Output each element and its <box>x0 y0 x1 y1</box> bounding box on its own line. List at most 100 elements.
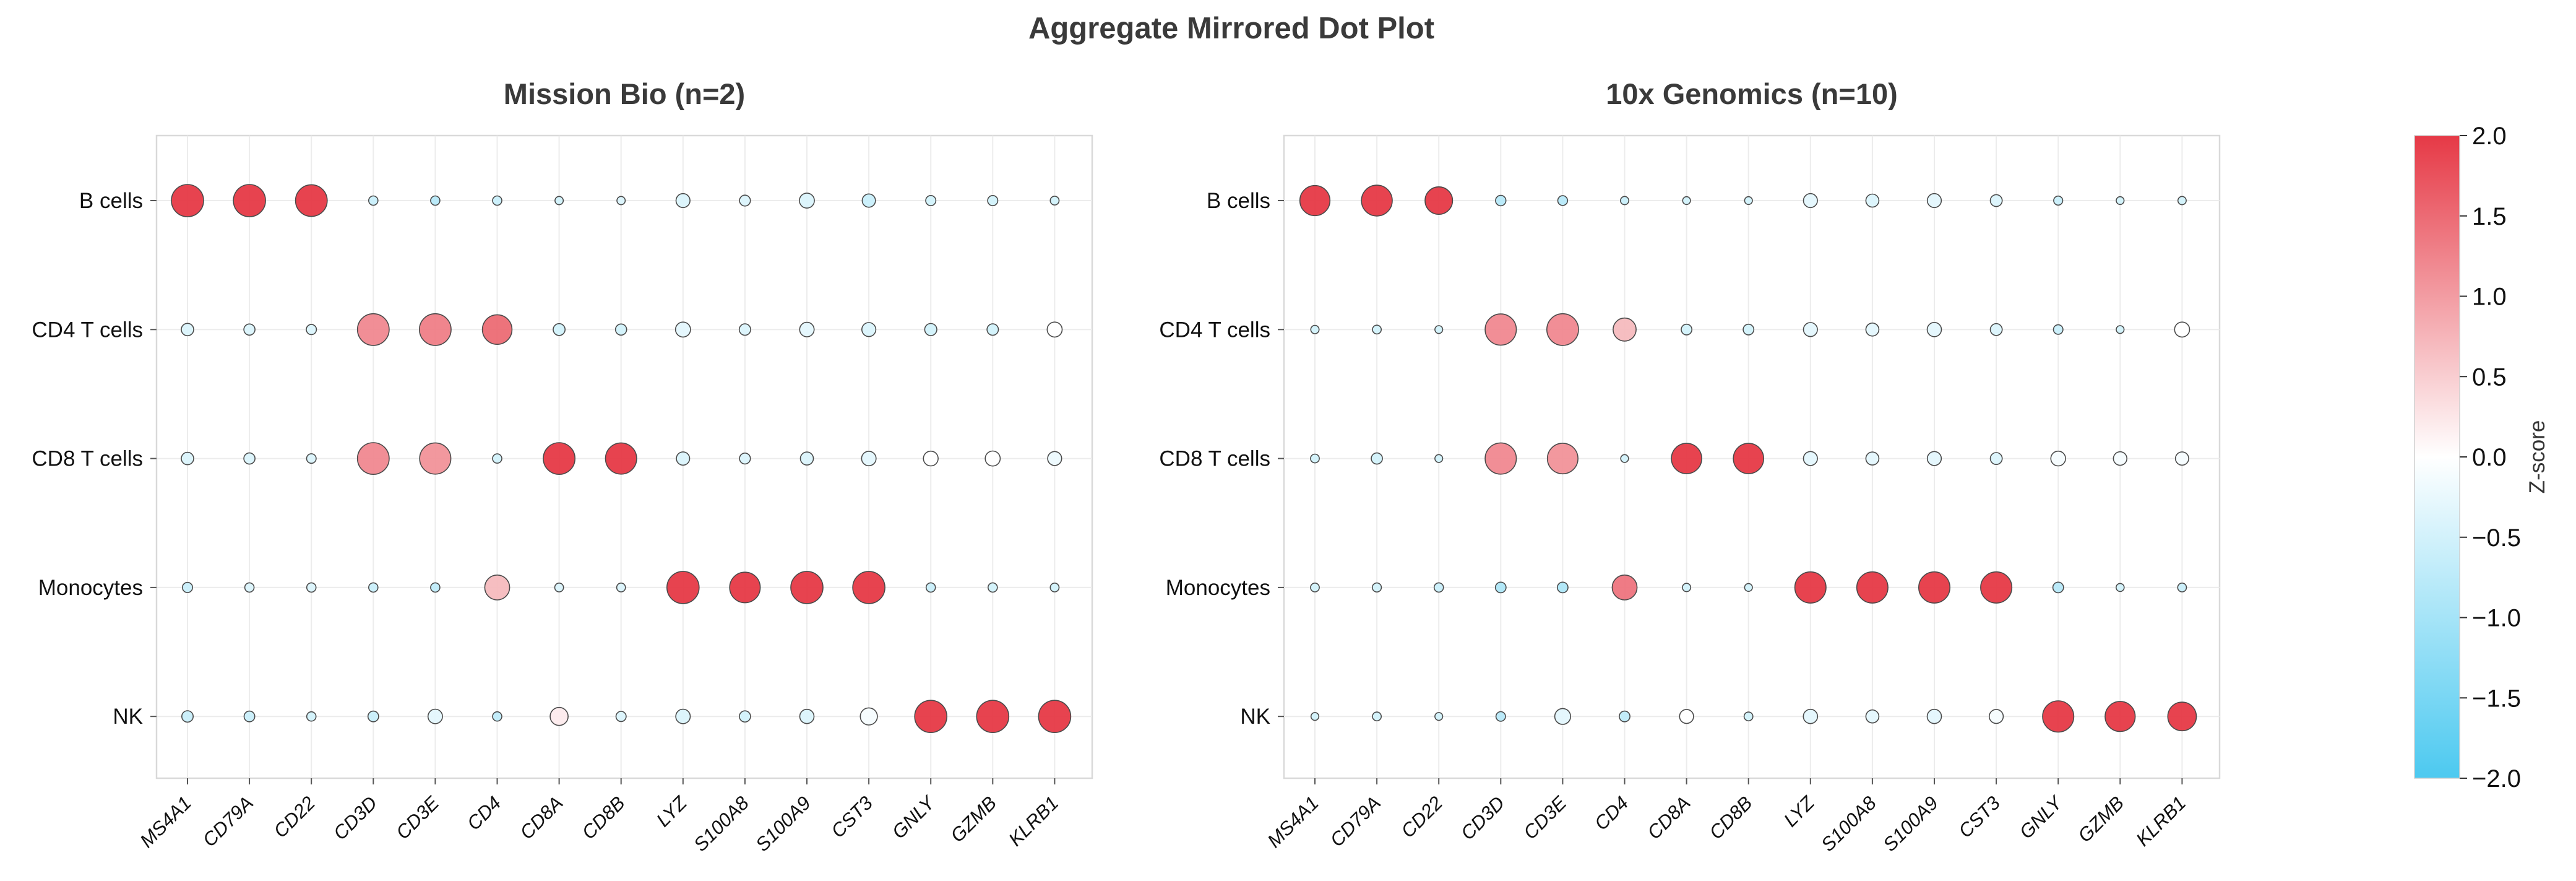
dot-cd4-t-cells-cd79a <box>243 323 256 336</box>
dot-cd4-t-cells-lyz <box>1803 322 1818 337</box>
x-tick-label-s100a8: S100A8 <box>1817 792 1880 856</box>
dot-b-cells-cd3e <box>430 195 441 206</box>
dot-cd4-t-cells-cd22 <box>306 324 317 336</box>
dot-nk-cd22 <box>1434 712 1444 721</box>
dot-cd8-t-cells-gzmb <box>984 450 1001 467</box>
dot-monocytes-s100a9 <box>1918 571 1951 604</box>
dot-b-cells-cd3e <box>1557 195 1569 206</box>
dot-monocytes-ms4a1 <box>1310 583 1320 592</box>
y-tick-label-cd8-t-cells: CD8 T cells <box>32 447 143 471</box>
dot-monocytes-cd8b <box>1744 583 1753 592</box>
dot-cd4-t-cells-gzmb <box>2116 325 2125 334</box>
y-tick-label-cd4-t-cells: CD4 T cells <box>32 318 143 342</box>
dot-cd8-t-cells-cst3 <box>861 451 877 467</box>
dot-monocytes-cd3d <box>368 582 379 593</box>
dot-cd8-t-cells-lyz <box>1803 451 1818 466</box>
x-tick-label-gzmb: GZMB <box>946 792 1001 846</box>
dot-cd4-t-cells-cd8b <box>1742 323 1755 336</box>
x-tick-label-gnly: GNLY <box>2015 791 2067 843</box>
y-tick-label-cd8-t-cells: CD8 T cells <box>1159 447 1270 471</box>
dot-monocytes-cd22 <box>1433 582 1444 593</box>
dot-cd4-t-cells-ms4a1 <box>1310 324 1320 334</box>
colorbar-tick-label: 1.0 <box>2472 284 2507 311</box>
x-tick-label-cd22: CD22 <box>269 792 319 842</box>
dot-cd8-t-cells-cd79a <box>243 452 256 465</box>
dot-cd4-t-cells-klrb1 <box>1046 321 1063 338</box>
dot-cd8-t-cells-cd8a <box>1671 443 1702 474</box>
dot-cd8-t-cells-cd22 <box>306 453 317 464</box>
dot-b-cells-s100a9 <box>799 193 815 209</box>
dot-cd8-t-cells-cd8b <box>605 442 637 475</box>
dot-nk-cd8b <box>615 711 627 723</box>
dot-nk-cd4 <box>1619 710 1630 723</box>
x-tick-label-cst3: CST3 <box>1954 792 2004 842</box>
dot-cd8-t-cells-cd79a <box>1371 452 1383 465</box>
dot-monocytes-klrb1 <box>1049 583 1060 592</box>
colorbar-label: Z-score <box>2525 420 2549 494</box>
dot-cd4-t-cells-lyz <box>674 321 691 338</box>
y-tick-label-nk: NK <box>1240 705 1270 729</box>
colorbar-gradient <box>2414 135 2460 779</box>
dot-nk-cst3 <box>1989 709 2004 724</box>
x-tick-label-ms4a1: MS4A1 <box>136 792 196 852</box>
dot-cd4-t-cells-cd8b <box>614 323 627 336</box>
dot-b-cells-s100a8 <box>1865 193 1880 208</box>
x-tick-label-gnly: GNLY <box>888 791 940 843</box>
dot-cd8-t-cells-ms4a1 <box>181 451 194 466</box>
dot-cd8-t-cells-cd22 <box>1434 454 1444 463</box>
dot-b-cells-cd3d <box>368 195 379 206</box>
dot-nk-cd8b <box>1743 711 1754 722</box>
x-tick-label-cd79a: CD79A <box>199 792 257 851</box>
dot-cd4-t-cells-cst3 <box>861 322 877 337</box>
colorbar-tick-label: 1.5 <box>2472 203 2507 230</box>
dot-monocytes-gzmb <box>2116 583 2125 592</box>
dot-cd8-t-cells-s100a8 <box>739 452 751 465</box>
dot-cd4-t-cells-s100a9 <box>1926 321 1942 337</box>
x-tick-label-s100a9: S100A9 <box>1879 792 1942 856</box>
dot-cd4-t-cells-gzmb <box>986 323 999 336</box>
panel-10x-genomics: 10x Genomics (n=10) B cells CD4 T cells CD… <box>1159 77 2221 856</box>
dot-nk-cd3d <box>1495 711 1506 722</box>
dot-monocytes-cd4 <box>484 575 510 601</box>
dot-cd8-t-cells-ms4a1 <box>1310 453 1320 464</box>
dot-nk-s100a8 <box>739 710 751 723</box>
dot-cd4-t-cells-ms4a1 <box>181 323 194 337</box>
dot-monocytes-gnly <box>2052 581 2064 594</box>
x-tick-label-cd3d: CD3D <box>329 792 381 844</box>
dot-b-cells-gzmb <box>987 194 999 206</box>
x-tick-label-cd79a: CD79A <box>1326 792 1385 851</box>
dot-b-cells-cst3 <box>861 193 876 208</box>
dot-cd8-t-cells-cd3d <box>1484 442 1517 475</box>
dot-cd4-t-cells-cd8a <box>1681 323 1693 336</box>
dot-nk-s100a8 <box>1865 709 1880 724</box>
dot-b-cells-cd8b <box>616 196 626 206</box>
dot-b-cells-lyz <box>675 193 691 209</box>
dot-nk-gnly <box>914 700 947 733</box>
x-tick-label-cd3d: CD3D <box>1457 792 1509 844</box>
dot-b-cells-cd22 <box>295 184 328 217</box>
y-tick-label-nk: NK <box>113 705 143 729</box>
x-tick-label-klrb1: KLRB1 <box>2132 792 2190 850</box>
x-tick-label-s100a9: S100A9 <box>751 792 815 856</box>
dot-cd4-t-cells-cd3e <box>419 313 452 346</box>
dot-b-cells-s100a9 <box>1926 193 1942 209</box>
dot-monocytes-klrb1 <box>2177 583 2187 592</box>
y-tick-label-monocytes: Monocytes <box>1166 576 1270 600</box>
dot-cd4-t-cells-klrb1 <box>2174 321 2190 338</box>
dot-cd8-t-cells-s100a8 <box>1865 451 1880 466</box>
dot-cd8-t-cells-klrb1 <box>2174 451 2189 466</box>
x-tick-label-cd22: CD22 <box>1397 792 1447 842</box>
dot-nk-cd8a <box>549 706 569 726</box>
dot-b-cells-klrb1 <box>1049 196 1060 206</box>
dot-monocytes-cd79a <box>244 582 255 593</box>
x-tick-label-gzmb: GZMB <box>2074 792 2128 846</box>
dot-monocytes-cst3 <box>852 571 885 604</box>
dot-cd8-t-cells-cd3e <box>1546 443 1579 475</box>
dot-cd8-t-cells-cd3d <box>356 442 390 475</box>
dot-monocytes-cd3e <box>430 582 441 593</box>
colorbar-ticks: 2.0 1.5 1.0 0.5 0.0 −0.5 −1.0 −1.5 −2.0 <box>2460 123 2521 792</box>
x-tick-labels-10x-genomics: MS4A1 CD79A CD22 CD3D CD3E CD4 CD8A CD8B LYZS100… <box>1263 791 2190 856</box>
colorbar-tick-label: 2.0 <box>2472 123 2507 150</box>
dot-b-cells-cd4 <box>492 195 502 206</box>
